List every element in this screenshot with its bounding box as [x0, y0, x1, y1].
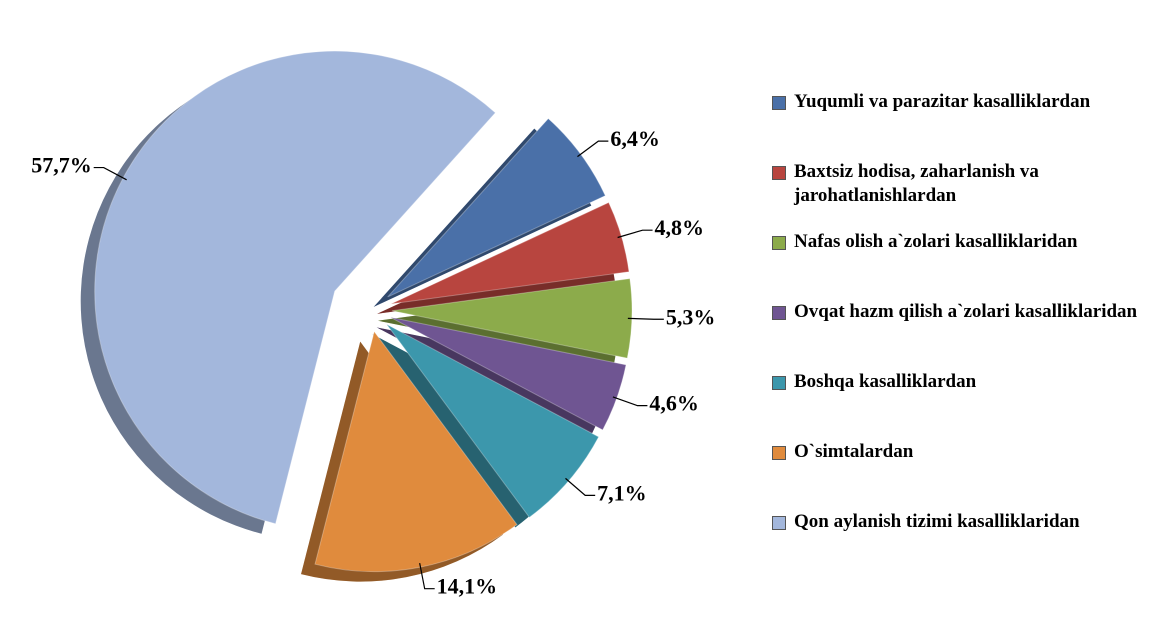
legend-label: Baxtsiz hodisa, zaharlanish va jarohatla…: [794, 161, 1039, 206]
data-label: 57,7%: [31, 153, 92, 178]
leader-line: [565, 477, 596, 496]
legend-label: Qon aylanish tizimi kasalliklaridan: [794, 511, 1080, 532]
data-label: 5,3%: [666, 304, 716, 329]
legend-swatch: [772, 96, 786, 110]
legend-label: Boshqa kasalliklardan: [794, 371, 977, 392]
legend-swatch: [772, 236, 786, 250]
chart: 6,4% 4,8% 5,3% 4,6% 7,1% 14,1% 57,7%: [31, 50, 716, 599]
legend-swatch: [772, 306, 786, 320]
leader-line: [577, 140, 609, 158]
data-label: 7,1%: [597, 480, 647, 505]
leader-line: [617, 229, 653, 239]
legend-item: O`simtalardan: [770, 440, 1170, 510]
leader-line: [627, 317, 664, 320]
leader-line: [93, 166, 127, 181]
legend-label: Ovqat hazm qilish a`zolari kasalliklarid…: [794, 301, 1138, 322]
legend-item: Boshqa kasalliklardan: [770, 370, 1170, 440]
leader-line: [419, 563, 435, 590]
legend-swatch: [772, 166, 786, 180]
legend-label: O`simtalardan: [794, 441, 914, 462]
data-label: 14,1%: [437, 574, 498, 599]
legend-swatch: [772, 376, 786, 390]
data-label: 4,8%: [655, 215, 705, 240]
legend-item: Ovqat hazm qilish a`zolari kasalliklarid…: [770, 300, 1170, 370]
legend-label: Yuqumli va parazitar kasalliklardan: [794, 91, 1091, 112]
legend-swatch: [772, 446, 786, 460]
legend-item: Qon aylanish tizimi kasalliklaridan: [770, 510, 1170, 580]
data-label: 6,4%: [610, 126, 660, 151]
legend-swatch: [772, 516, 786, 530]
legend-item: Yuqumli va parazitar kasalliklardan: [770, 90, 1170, 160]
legend-item: Baxtsiz hodisa, zaharlanish va jarohatla…: [770, 160, 1170, 230]
data-label: 4,6%: [649, 391, 699, 416]
legend-item: Nafas olish a`zolari kasalliklaridan: [770, 230, 1170, 300]
legend-label: Nafas olish a`zolari kasalliklaridan: [794, 231, 1078, 252]
legend: Yuqumli va parazitar kasalliklardan Baxts…: [770, 90, 1170, 580]
leader-line: [612, 396, 648, 407]
